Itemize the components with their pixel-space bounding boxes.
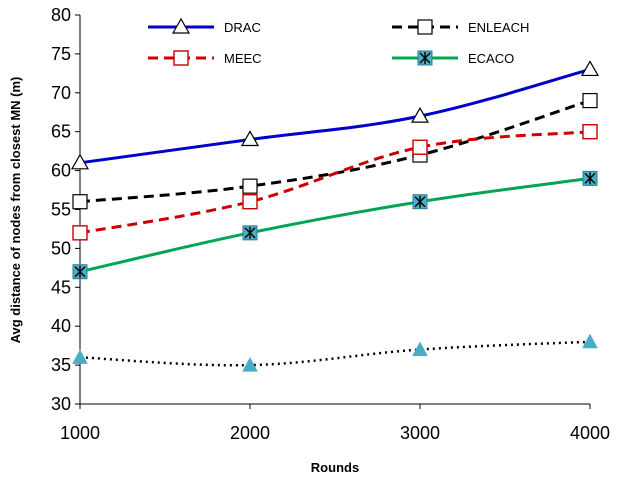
y-tick-label: 35 xyxy=(51,355,71,375)
data-point-marker xyxy=(242,225,258,241)
data-point-marker xyxy=(412,194,428,210)
data-point-marker xyxy=(171,17,191,34)
legend: DRAC ENLEACH MEEC ECACO xyxy=(148,17,529,66)
data-point-marker xyxy=(173,50,189,66)
series-line xyxy=(79,130,591,235)
data-point-marker xyxy=(582,170,598,186)
y-tick-label: 75 xyxy=(51,44,71,64)
legend-label: DRAC xyxy=(224,20,261,35)
y-tick-label: 50 xyxy=(51,238,71,258)
y-tick-label: 40 xyxy=(51,316,71,336)
y-tick-label: 55 xyxy=(51,200,71,220)
series-group xyxy=(70,60,600,372)
legend-item-meec: MEEC xyxy=(148,50,262,66)
series-line xyxy=(79,68,591,165)
series-enleach xyxy=(72,92,598,210)
legend-item-drac: DRAC xyxy=(148,17,261,35)
x-tick-label: 1000 xyxy=(60,423,100,443)
axes xyxy=(79,15,590,405)
data-point-marker xyxy=(412,139,428,155)
y-tick-label: 70 xyxy=(51,83,71,103)
data-point-marker xyxy=(72,264,88,280)
data-point-marker xyxy=(582,92,598,109)
x-axis-title: Rounds xyxy=(311,460,359,475)
data-point-marker xyxy=(580,60,600,77)
y-ticks: 30 35 40 45 50 55 60 65 70 75 80 xyxy=(51,5,80,414)
data-point-marker xyxy=(417,19,433,35)
x-tick-label: 2000 xyxy=(230,423,270,443)
y-tick-label: 60 xyxy=(51,161,71,181)
y-tick-label: 65 xyxy=(51,122,71,142)
data-point-marker xyxy=(582,333,598,349)
data-point-marker xyxy=(70,153,90,170)
data-point-marker xyxy=(72,194,88,210)
series-meec xyxy=(72,123,598,241)
y-tick-label: 45 xyxy=(51,277,71,297)
x-ticks: 1000 2000 3000 4000 xyxy=(60,404,610,443)
legend-label: ECACO xyxy=(468,51,514,66)
series-line xyxy=(79,340,591,367)
data-point-marker xyxy=(417,50,433,66)
data-point-marker xyxy=(242,178,258,194)
data-point-marker xyxy=(72,225,88,241)
series-ecaco xyxy=(72,170,598,280)
data-point-marker xyxy=(242,194,258,210)
x-tick-label: 3000 xyxy=(400,423,440,443)
data-point-marker xyxy=(410,106,430,123)
legend-item-enleach: ENLEACH xyxy=(392,19,529,35)
data-point-marker xyxy=(72,349,88,364)
series-unlabeled xyxy=(72,333,598,372)
y-axis-title: Avg distance of nodes from closest MN (m… xyxy=(8,77,23,344)
y-tick-label: 80 xyxy=(51,5,71,25)
series-line xyxy=(79,176,591,274)
data-point-marker xyxy=(242,357,258,372)
legend-label: ENLEACH xyxy=(468,20,529,35)
series-drac xyxy=(70,60,600,170)
y-tick-label: 30 xyxy=(51,394,71,414)
legend-label: MEEC xyxy=(224,51,262,66)
legend-item-ecaco: ECACO xyxy=(392,50,514,66)
data-point-marker xyxy=(240,130,260,147)
data-point-marker xyxy=(412,341,428,357)
data-point-marker xyxy=(582,123,598,140)
x-tick-label: 4000 xyxy=(570,423,610,443)
